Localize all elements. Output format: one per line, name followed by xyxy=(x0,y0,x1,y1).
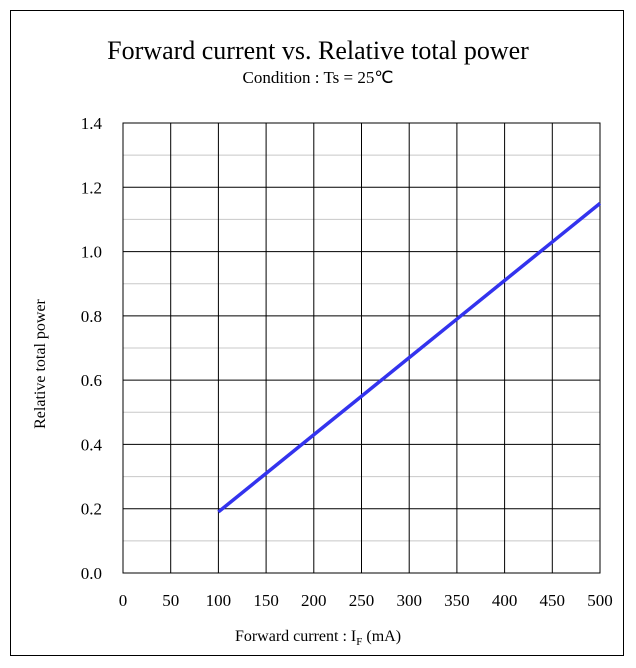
y-tick-label: 1.0 xyxy=(81,243,102,262)
x-tick-label: 250 xyxy=(349,591,375,610)
series-line xyxy=(217,201,602,514)
plot-border xyxy=(122,122,601,574)
chart-subtitle: Condition : Ts = 25℃ xyxy=(242,68,394,87)
x-tick-label: 50 xyxy=(162,591,179,610)
x-axis-label-main: Forward current : I xyxy=(234,628,357,645)
x-tick-label: 300 xyxy=(396,591,422,610)
x-tick-label: 350 xyxy=(444,591,470,610)
y-tick-label: 0.8 xyxy=(81,307,102,326)
y-tick-label: 1.4 xyxy=(81,114,103,133)
y-tick-label: 0.6 xyxy=(81,371,102,390)
x-tick-label: 100 xyxy=(206,591,232,610)
x-tick-label: 500 xyxy=(587,591,613,610)
chart-title: Forward current vs. Relative total power xyxy=(107,36,529,65)
x-tick-label: 0 xyxy=(119,591,128,610)
y-tick-label: 0.0 xyxy=(81,564,102,583)
x-axis-label-unit: (mA) xyxy=(362,628,402,645)
x-axis-label-subscript: F xyxy=(356,636,363,649)
y-tick-label: 0.4 xyxy=(81,435,103,454)
y-axis-label: Relative total power xyxy=(32,298,49,428)
x-tick-label: 400 xyxy=(492,591,518,610)
x-tick-label: 150 xyxy=(253,591,279,610)
y-tick-label: 0.2 xyxy=(81,500,102,519)
x-axis-label: Forward current : IF (mA) xyxy=(0,628,636,648)
x-tick-label: 200 xyxy=(301,591,327,610)
x-tick-label: 450 xyxy=(540,591,566,610)
y-tick-label: 1.2 xyxy=(81,178,102,197)
chart-frame xyxy=(10,10,624,656)
